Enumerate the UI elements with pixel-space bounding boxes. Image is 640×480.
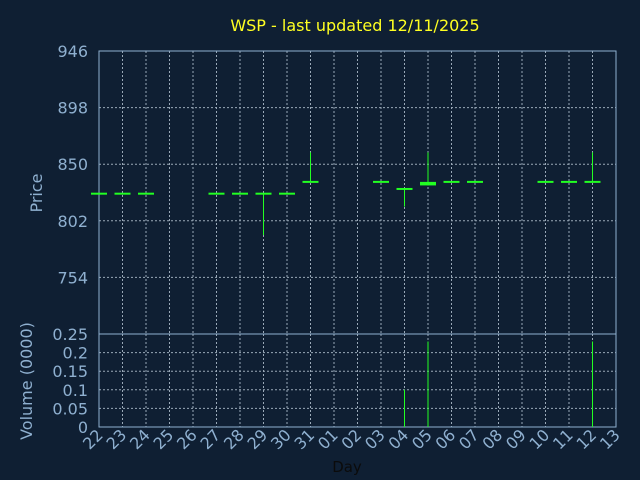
price-bar: [420, 152, 436, 186]
price-bar: [302, 152, 319, 183]
volume-tick-label: 0.1: [63, 381, 88, 400]
volume-tick-label: 0: [78, 418, 88, 437]
volume-panel: 0.250.20.150.10.050: [52, 325, 617, 437]
volume-frame: [98, 333, 617, 428]
price-tick-label: 802: [57, 212, 88, 231]
chart-title: WSP - last updated 12/11/2025: [230, 16, 479, 35]
x-axis: 2223242526272829303101020304050607080910…: [79, 425, 624, 453]
price-bar: [255, 192, 272, 235]
volume-tick-label: 0.05: [52, 399, 88, 418]
price-tick-label: 850: [57, 155, 88, 174]
x-tick-label: 13: [596, 425, 624, 453]
price-tick-label: 754: [57, 268, 88, 287]
price-axis-label: Price: [27, 173, 46, 212]
volume-tick-label: 0.25: [52, 325, 88, 344]
volume-tick-label: 0.15: [52, 362, 88, 381]
price-tick-label: 898: [57, 99, 88, 118]
price-bar: [584, 152, 601, 183]
price-bar-body: [420, 181, 436, 186]
price-panel: 946 898 850 802 754: [57, 42, 617, 335]
price-tick-label: 946: [57, 42, 88, 61]
x-axis-label: Day: [332, 458, 362, 476]
volume-tick-label: 0.2: [63, 344, 88, 363]
volume-axis-label: Volume (0000): [17, 322, 36, 440]
price-bar: [396, 187, 413, 207]
